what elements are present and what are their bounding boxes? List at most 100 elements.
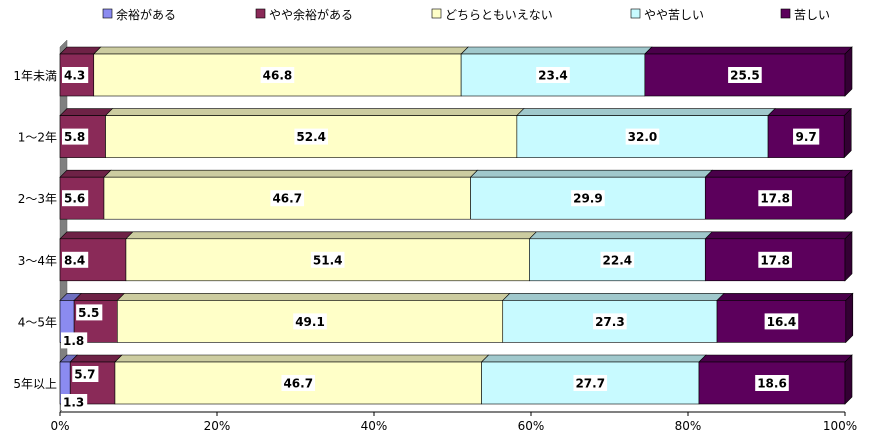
legend-label: どちらともいえない [445,8,553,22]
bar-segment-top [704,169,853,178]
data-label-bg [62,190,89,207]
legend-entry: 苦しい [780,8,830,22]
plot-area: 4.3 46.8 23.4 25.5 5.8 52.4 32.0 9.7 5.6 46.7 29.9… [59,39,854,413]
bar-segment-top [116,293,511,301]
legend-entry: どちらともいえない [431,8,553,22]
data-label: 1.8 [61,332,88,349]
data-label: 49.1 [293,313,327,330]
bar-segment-top [698,354,853,363]
data-label-text: 5.5 [78,306,99,320]
legend-swatch [630,8,641,19]
bar-segment-top [59,108,114,116]
data-label-bg [281,375,316,391]
bar-segment-top [767,108,852,116]
data-label-bg [764,313,799,330]
data-label: 18.6 [755,375,789,391]
data-label-bg [755,375,789,391]
data-label-bg [76,304,103,321]
data-label: 5.7 [72,366,99,382]
bar-segment-top [644,46,853,55]
data-label-text: 46.7 [272,192,302,206]
x-axis: 0% 20% 40% 60% 80% 100% [50,412,857,433]
data-label-text: 17.8 [760,192,790,206]
data-label: 22.4 [600,251,635,268]
data-label: 4.3 [62,67,89,83]
data-label: 8.4 [62,251,89,268]
legend-swatch [780,8,791,19]
data-label-bg [270,190,305,207]
data-label-text: 23.4 [538,69,568,83]
bar-row: 4.3 46.8 23.4 25.5 [59,46,853,97]
data-label-text: 32.0 [628,130,658,144]
bar-end-face [844,354,853,405]
bar-segment-top [480,354,707,363]
data-label-bg [536,67,570,83]
data-label-bg [728,67,762,83]
bar-segment-top [59,231,134,240]
legend-entry: やや苦しい [630,8,704,22]
data-label: 27.3 [593,313,627,330]
bar-row: 5.8 52.4 32.0 9.7 [59,107,852,159]
category-label: 1年未満 [13,69,57,83]
data-label-bg [62,67,89,83]
data-label-text: 5.6 [64,192,85,206]
data-label-bg [793,128,820,145]
bar-end-face [845,292,854,344]
legend-entry: やや余裕がある [255,7,353,22]
data-label: 16.4 [764,313,799,330]
x-tick-label: 100% [823,419,857,433]
legend-label: やや苦しい [644,8,704,22]
data-label: 5.6 [62,190,89,207]
data-label-bg [758,251,792,268]
data-label: 1.3 [61,394,88,410]
data-label-text: 4.3 [64,69,85,83]
data-label: 17.8 [758,190,792,207]
data-label: 5.5 [76,304,103,321]
data-label-bg [72,366,99,382]
data-label-bg [593,313,627,330]
bar-segment-face [502,300,718,343]
data-label-bg [62,251,89,268]
data-label: 32.0 [625,128,660,145]
bar-segment-top [502,293,725,301]
legend: 余裕がある やや余裕がある どちらともいえない やや苦しい 苦しい [102,7,830,22]
x-tick-label: 20% [204,419,231,433]
data-label: 5.8 [62,128,89,145]
bar-end-face [844,46,853,97]
data-label-text: 1.8 [63,334,84,348]
x-tick-label: 0% [50,419,69,433]
x-tick-label: 60% [518,419,545,433]
bar-segment [116,293,511,343]
data-label-text: 9.7 [796,130,817,144]
data-label-bg [571,190,605,207]
legend-label: 苦しい [794,8,830,22]
bar-segment-top [73,293,126,301]
legend-label: 余裕がある [116,7,176,22]
data-label-text: 5.7 [74,368,95,382]
data-label-bg [600,251,635,268]
data-label-text: 18.6 [757,377,787,391]
x-tick-label: 40% [361,419,388,433]
bar-segment-top [93,46,469,55]
legend-swatch [102,8,113,19]
data-label-text: 46.8 [263,69,293,83]
bar-segment [767,108,852,158]
legend-swatch [431,8,442,19]
bar-segment-top [516,108,776,116]
bar-row: 1.8 5.5 49.1 27.3 16.4 [59,292,854,349]
data-label-bg [758,190,792,207]
bar-segment-top [716,293,854,301]
bar-segment [59,108,114,158]
data-label-bg [260,67,295,83]
data-label: 27.7 [573,375,608,391]
data-label-bg [293,313,327,330]
category-label: 3～4年 [18,254,57,268]
bar-segment-top [460,46,653,55]
data-label-text: 16.4 [767,315,797,329]
legend-swatch [255,8,266,19]
data-label-text: 46.7 [283,377,313,391]
bar-segment-top [69,354,123,363]
category-label: 5年以上 [13,377,57,391]
bar-segment [502,293,725,343]
